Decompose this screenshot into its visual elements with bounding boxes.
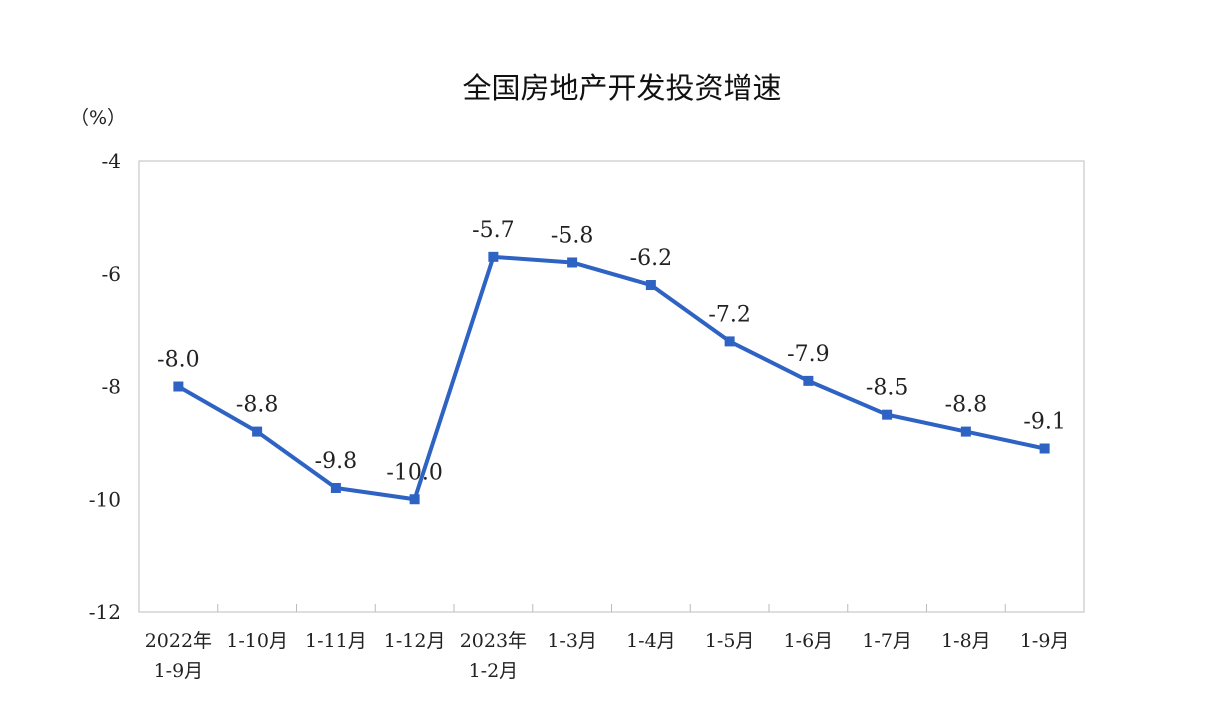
x-axis: 2022年 1-9月 1-10月 1-11月 1-12月 2023年 1-2月 1-3月 1-4… [145,604,1070,682]
series-line [176,254,1047,502]
y-tick-label: -8 [102,375,121,399]
x-category-label: 1-8月 [941,630,991,652]
data-point-marker [960,426,971,437]
data-point-marker [645,280,656,291]
y-tick-label: -12 [89,600,121,624]
data-point-marker [803,375,814,386]
data-label: -6.2 [630,246,672,271]
data-label: -9.8 [315,449,357,474]
x-category-label: 2023年 [460,630,527,652]
data-point-marker [567,257,578,268]
data-point-marker [724,336,735,347]
data-point-marker [330,482,341,493]
data-label: -7.2 [708,302,750,327]
data-label: -8.8 [236,393,278,418]
data-point-marker [173,381,184,392]
series-line-group [173,251,1050,505]
y-tick-label: -10 [89,487,121,511]
y-tick-label: -4 [102,149,121,173]
x-category-label: 1-3月 [547,630,597,652]
x-category-label: 1-5月 [705,630,755,652]
data-label: -10.0 [386,460,442,485]
data-point-marker [252,426,263,437]
x-category-label: 1-12月 [384,630,446,652]
y-axis: -4 -6 -8 -10 -12 [89,149,121,624]
x-category-label: 1-11月 [305,630,367,652]
x-category-label: 1-7月 [862,630,912,652]
data-point-marker [1039,443,1050,454]
data-label: -9.1 [1023,410,1065,435]
chart-title: 全国房地产开发投资增速 [462,71,781,105]
data-label: -5.7 [472,218,514,243]
x-category-label: 1-6月 [784,630,834,652]
data-point-marker [488,251,499,262]
x-category-label: 2022年 [145,630,212,652]
data-label: -8.5 [866,376,908,401]
x-category-label: 1-4月 [626,630,676,652]
data-label: -8.0 [157,348,199,373]
data-point-marker [882,409,893,420]
plot-area-frame [138,160,1085,613]
x-category-label: 1-9月 [1020,630,1070,652]
data-point-marker [409,494,420,505]
x-category-label: 1-10月 [226,630,288,652]
y-axis-unit-label: （%） [70,107,126,129]
y-tick-label: -6 [102,262,121,286]
data-label: -7.9 [787,342,829,367]
data-label: -8.8 [945,393,987,418]
x-category-label: 1-2月 [469,660,519,682]
x-category-label: 1-9月 [154,660,204,682]
data-labels-group: -8.0 -8.8 -9.8 -10.0 -5.7 -5.8 -6.2 -7.2 -7.9 -8.… [157,218,1066,485]
data-label: -5.8 [551,223,593,248]
